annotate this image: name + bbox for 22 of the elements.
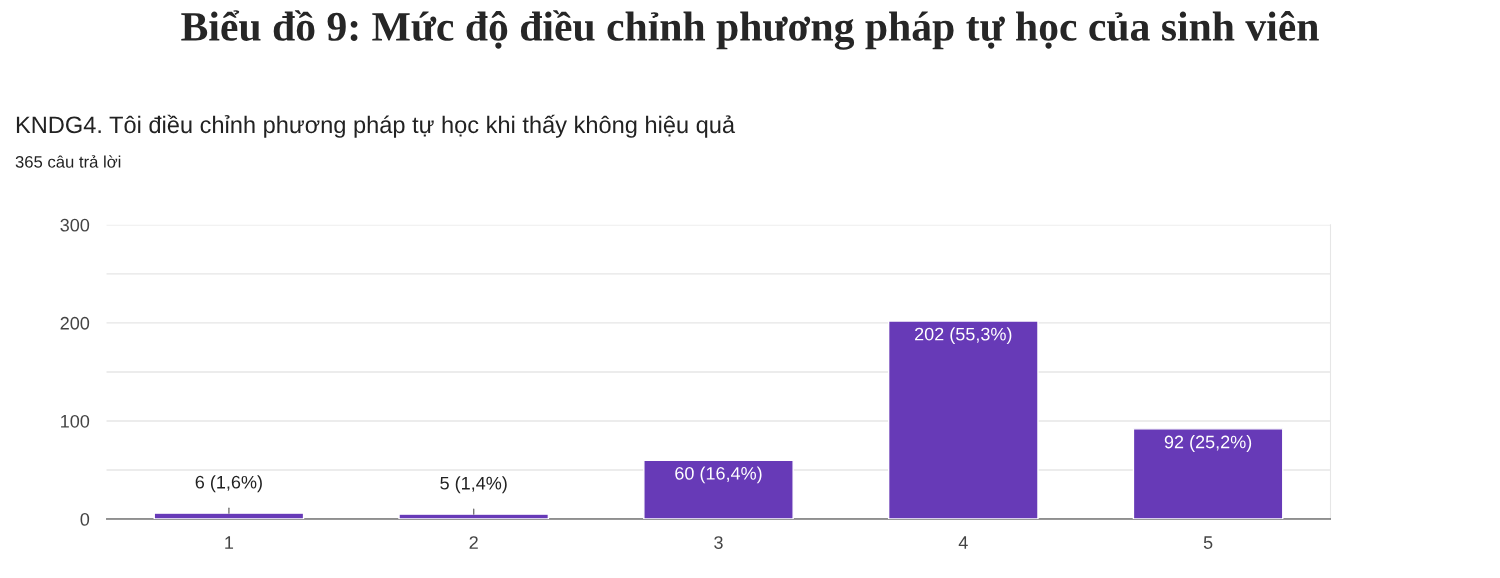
data-label: 202 (55,3%) [915,327,1012,345]
x-tick-label: 5 [1203,536,1213,549]
chart-title: Biểu đồ 9: Mức độ điều chỉnh phương pháp tự học của sinh viên [181,10,1319,50]
data-label: 6 (1,6%) [195,475,262,493]
x-tick-label: 3 [714,536,723,549]
x-tick-label: 2 [469,536,478,549]
y-tick-label: 100 [61,414,90,428]
data-label: 92 (25,2%) [1164,435,1252,452]
data-label: 5 (1,4%) [440,476,507,494]
y-tick-label: 300 [60,218,90,232]
bar [153,512,305,520]
y-tick-label: 200 [60,316,90,330]
x-tick-label: 1 [225,536,234,549]
bar [887,320,1039,520]
data-label: 60 (16,4%) [675,466,762,484]
chart-subtitle: KNDG4. Tôi điều chỉnh phương pháp tự học khi thấy không hiệu quả [16,114,736,138]
x-tick-label: 4 [958,536,968,549]
bar [398,513,550,520]
bar [1132,428,1284,520]
y-tick-label: 0 [80,512,90,526]
text: 365 câu trả lời [15,155,121,168]
bar [643,459,794,520]
